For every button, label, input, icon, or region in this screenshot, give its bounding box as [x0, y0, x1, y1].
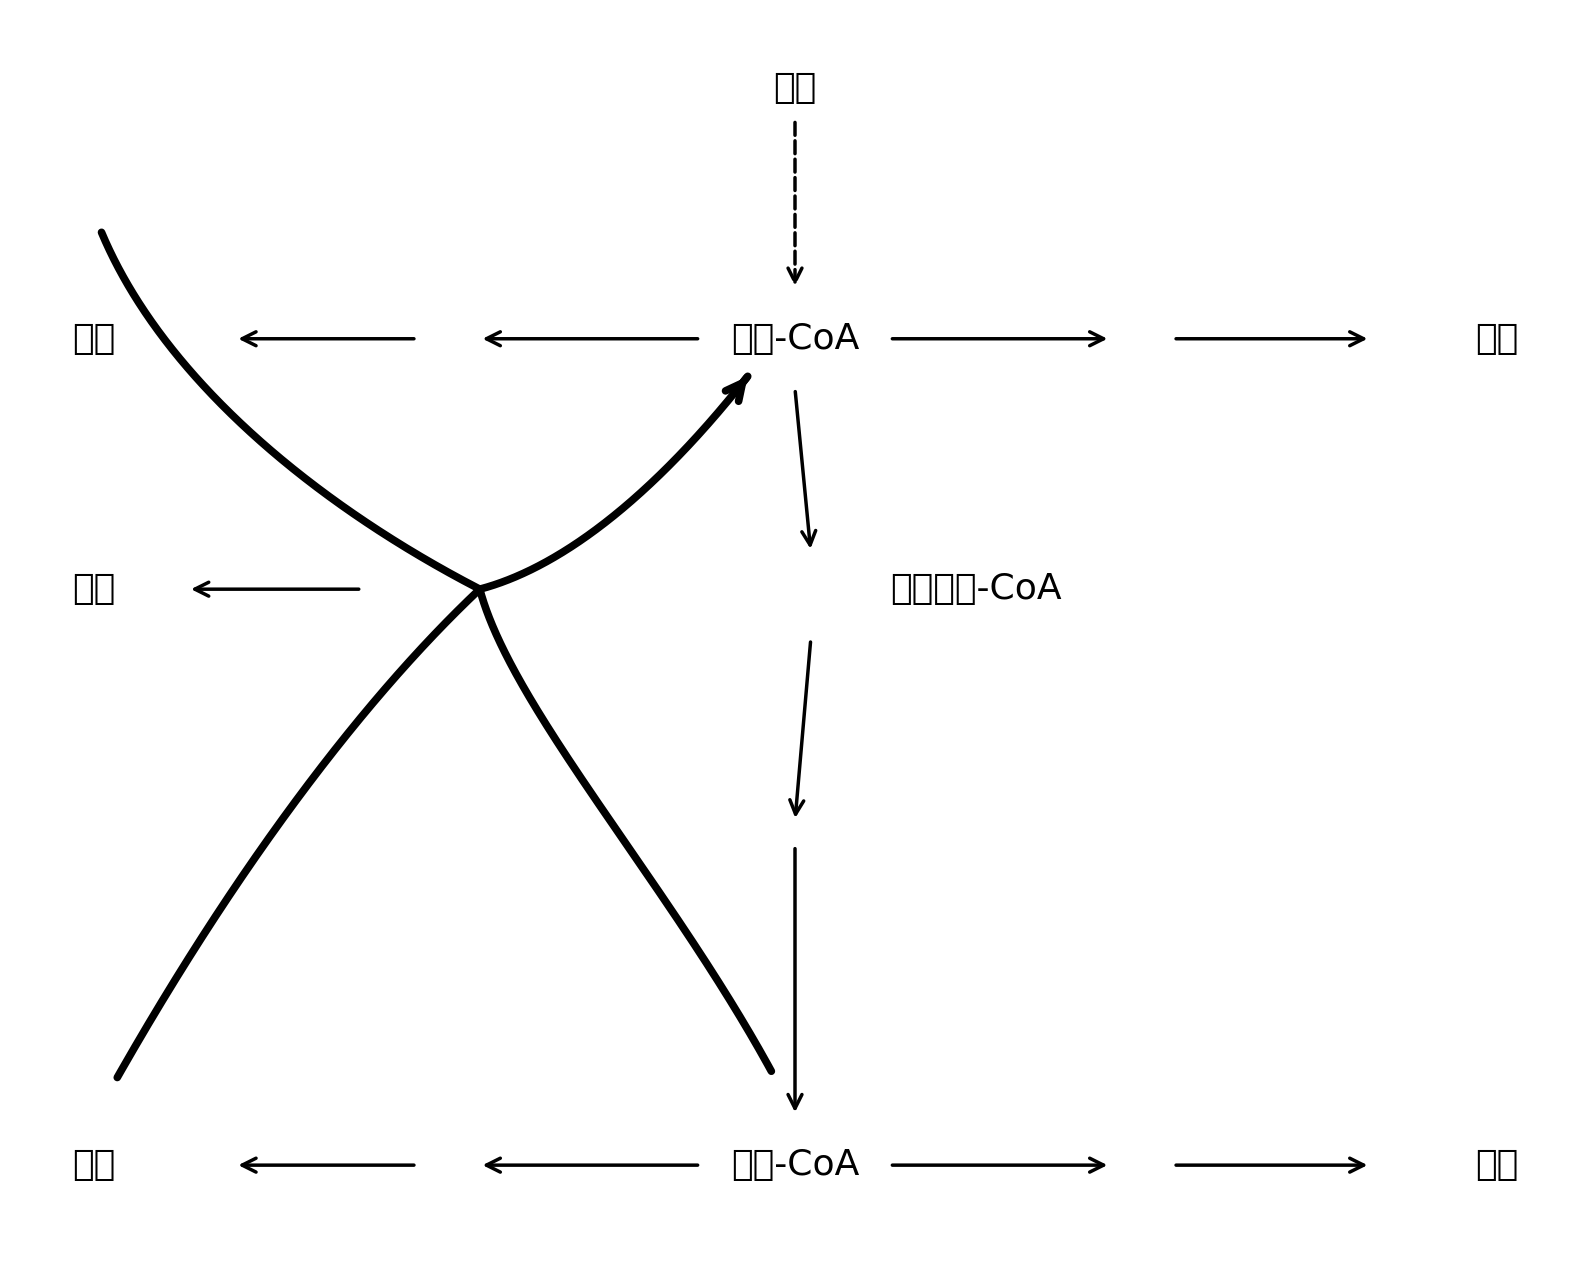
Text: 乙酰乙酰-CoA: 乙酰乙酰-CoA: [890, 572, 1062, 606]
Text: 丁酰-CoA: 丁酰-CoA: [731, 1148, 859, 1182]
Text: 乙酰-CoA: 乙酰-CoA: [731, 322, 859, 356]
Text: 丁酸: 丁酸: [72, 1148, 114, 1182]
Text: 丁醇: 丁醇: [1476, 1148, 1518, 1182]
Text: 丙酮: 丙酮: [72, 572, 114, 606]
Text: 乙酸: 乙酸: [72, 322, 114, 356]
Text: 己糖: 己糖: [773, 71, 817, 105]
Text: 乙醇: 乙醇: [1476, 322, 1518, 356]
